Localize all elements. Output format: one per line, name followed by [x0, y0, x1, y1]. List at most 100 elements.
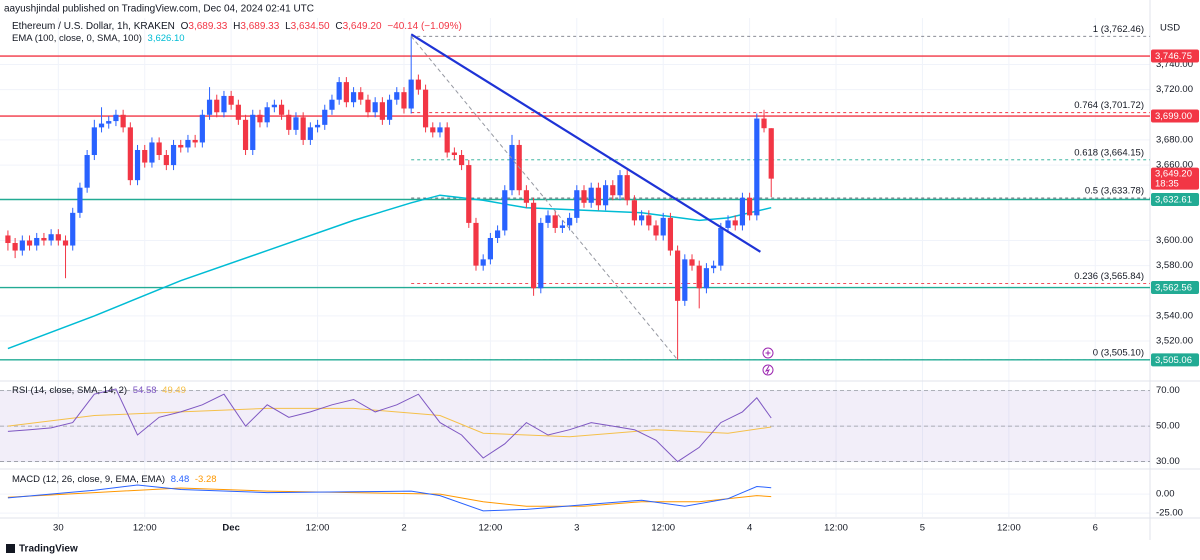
candle-body: [473, 222, 479, 266]
ohlc-value: 3,689.33: [188, 21, 227, 32]
candle-body: [574, 190, 580, 218]
candle-body: [480, 259, 486, 266]
candle-body: [408, 79, 414, 109]
candle-body: [379, 102, 385, 120]
candle-body: [689, 259, 695, 266]
candle-body: [552, 215, 558, 228]
candle-body: [667, 217, 674, 251]
candle-body: [106, 121, 112, 124]
x-tick-label: Dec: [222, 523, 239, 534]
macd-value: 8.48: [171, 474, 190, 485]
candle-body: [113, 114, 119, 122]
candle-body: [235, 104, 241, 120]
rsi-line: [7, 388, 772, 463]
rsi-name: RSI (14, close, SMA, 14, 2): [12, 385, 127, 396]
candle-body: [26, 240, 33, 246]
candle-body: [286, 114, 292, 130]
x-tick-label: 4: [747, 523, 752, 534]
candle-body: [134, 149, 141, 181]
x-tick-label: 12:00: [651, 523, 675, 534]
level-badge: [1151, 49, 1199, 63]
level-badge-label: 3,505.06: [1155, 355, 1192, 366]
price-countdown: 18:35: [1155, 179, 1179, 190]
candle-body: [559, 225, 565, 228]
candle-body: [257, 114, 263, 123]
candle-body: [250, 114, 256, 150]
candle-body: [149, 142, 155, 163]
candle-body: [271, 104, 277, 108]
y-tick-label: 3,540.00: [1156, 310, 1193, 321]
candle-body: [19, 240, 25, 251]
ohlc-value: 3,649.20: [343, 21, 382, 32]
candle-body: [451, 152, 457, 156]
y-tick-label: 3,740.00: [1156, 59, 1193, 70]
level-badge: [1151, 353, 1199, 367]
candle-body: [178, 144, 184, 148]
candle-body: [48, 234, 54, 241]
candle-body: [509, 144, 515, 191]
fib-label: 1 (3,762.46): [1093, 24, 1144, 35]
x-tick-label: 2: [401, 523, 406, 534]
candle-body: [639, 215, 645, 221]
candle-body: [120, 114, 126, 128]
candle-body: [91, 127, 97, 156]
candle-body: [581, 190, 587, 203]
x-tick-label: 30: [53, 523, 64, 534]
candle-body: [401, 92, 407, 109]
candle-body: [494, 230, 501, 238]
candle-body: [70, 212, 76, 246]
marks-layer: [0, 33, 1150, 512]
fib-label: 0 (3,505.10): [1093, 347, 1144, 358]
ohlc-key: L: [285, 21, 291, 32]
candle-body: [242, 119, 249, 150]
candle-body: [34, 237, 40, 246]
candle-body: [747, 197, 753, 216]
footer-logo: TradingView: [19, 544, 78, 555]
ohlc-key: H: [233, 21, 240, 32]
change: −40.14 (−1.09%): [387, 21, 462, 32]
candle-body: [603, 185, 609, 206]
candle-body: [653, 225, 659, 236]
publisher: aayushjindal published on TradingView.co…: [4, 4, 314, 15]
icon: [762, 364, 774, 376]
rsi-ma-value: 49.49: [162, 385, 186, 396]
candle-body: [142, 149, 148, 163]
y-tick-label: 3,660.00: [1156, 160, 1193, 171]
candle-body: [170, 144, 177, 166]
candle-body: [386, 99, 393, 120]
trendline: [410, 33, 761, 253]
candle-body: [336, 82, 342, 100]
fib-label: 0.764 (3,701.72): [1074, 100, 1144, 111]
macd-legend: MACD (12, 26, close, 9, EMA, EMA) 8.48 -…: [12, 474, 217, 485]
candle-body: [127, 127, 133, 181]
candle-body: [206, 99, 213, 115]
candle-body: [300, 117, 306, 140]
price-badge: [1151, 167, 1199, 190]
ohlc-key: C: [335, 21, 342, 32]
candle-body: [185, 139, 191, 148]
logo-mark: [6, 544, 15, 553]
candle-body: [5, 235, 11, 244]
y-tick-label: 3,520.00: [1156, 336, 1193, 347]
candle-body: [761, 118, 767, 129]
macd-name: MACD (12, 26, close, 9, EMA, EMA): [12, 474, 165, 485]
candle-body: [372, 102, 378, 113]
candle-body: [502, 190, 508, 231]
level-badge-label: 3,746.75: [1155, 51, 1192, 62]
candle-body: [329, 99, 335, 110]
candle-body: [458, 155, 465, 166]
candle-body: [307, 127, 313, 140]
candle-body: [228, 95, 234, 105]
x-tick-label: 12:00: [997, 523, 1021, 534]
candle-body: [754, 118, 760, 216]
icon: [764, 365, 770, 375]
candle-body: [768, 128, 774, 179]
candle-body: [394, 92, 400, 100]
candle-body: [84, 155, 90, 188]
x-tick-label: 5: [920, 523, 925, 534]
candle-body: [545, 215, 551, 223]
candle-body: [703, 268, 710, 289]
candle-body: [77, 187, 83, 213]
